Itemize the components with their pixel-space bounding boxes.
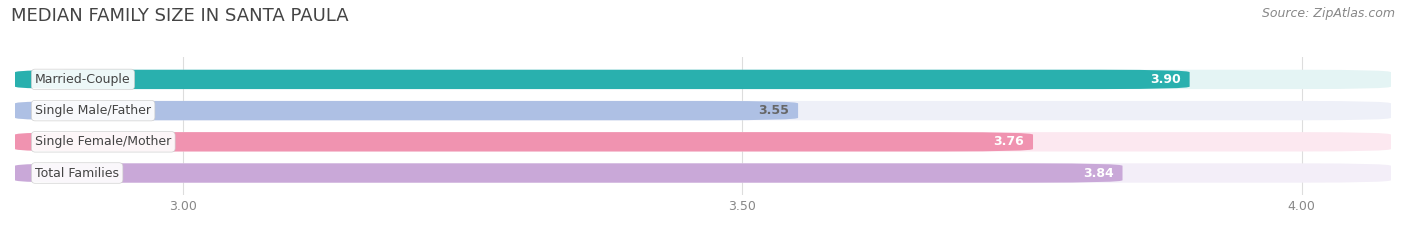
Text: Single Female/Mother: Single Female/Mother xyxy=(35,135,172,148)
Text: 3.90: 3.90 xyxy=(1150,73,1181,86)
Text: Single Male/Father: Single Male/Father xyxy=(35,104,150,117)
FancyBboxPatch shape xyxy=(15,70,1189,89)
Text: Source: ZipAtlas.com: Source: ZipAtlas.com xyxy=(1261,7,1395,20)
FancyBboxPatch shape xyxy=(15,163,1391,183)
Text: 3.84: 3.84 xyxy=(1083,167,1114,179)
FancyBboxPatch shape xyxy=(15,163,1122,183)
Text: Married-Couple: Married-Couple xyxy=(35,73,131,86)
FancyBboxPatch shape xyxy=(15,132,1391,151)
FancyBboxPatch shape xyxy=(15,101,799,120)
Text: 3.55: 3.55 xyxy=(758,104,789,117)
Text: Total Families: Total Families xyxy=(35,167,120,179)
FancyBboxPatch shape xyxy=(15,70,1391,89)
Text: MEDIAN FAMILY SIZE IN SANTA PAULA: MEDIAN FAMILY SIZE IN SANTA PAULA xyxy=(11,7,349,25)
FancyBboxPatch shape xyxy=(15,101,1391,120)
Text: 3.76: 3.76 xyxy=(993,135,1024,148)
FancyBboxPatch shape xyxy=(15,132,1033,151)
